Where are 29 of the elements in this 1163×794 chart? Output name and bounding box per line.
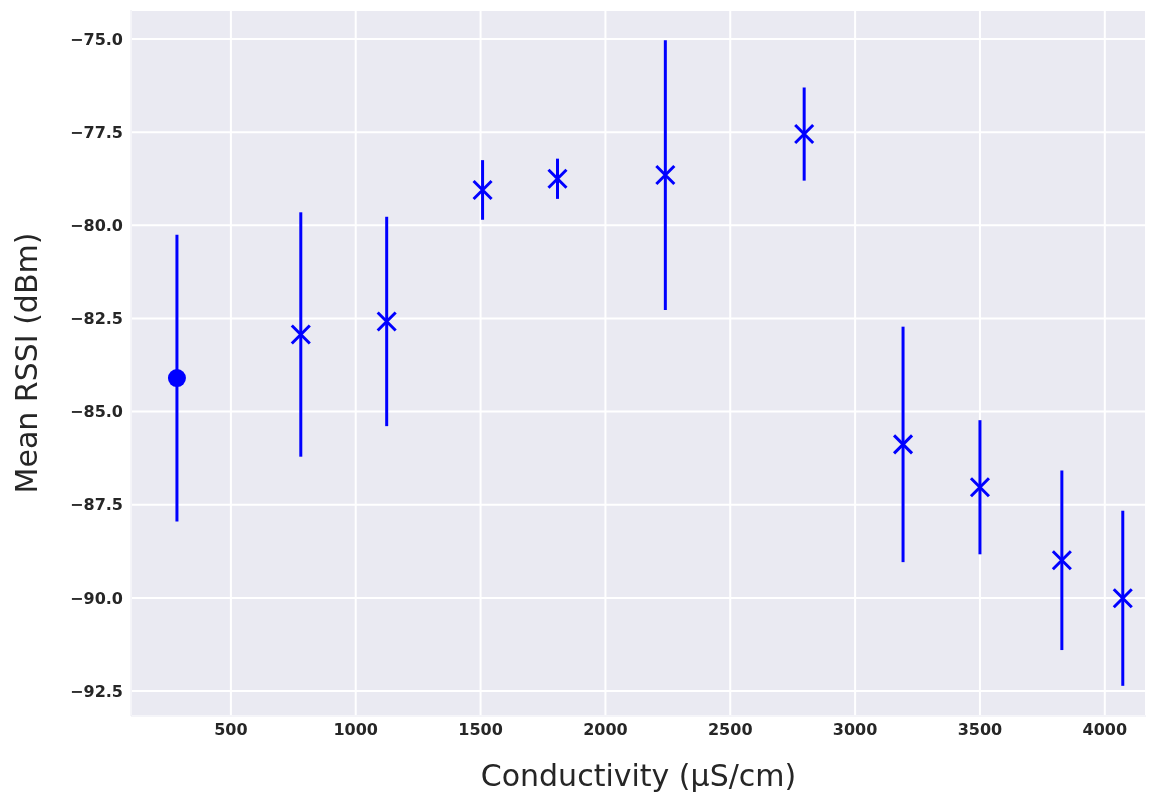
x-tick-label: 2500 bbox=[708, 720, 753, 740]
point bbox=[167, 369, 186, 388]
point bbox=[969, 476, 991, 498]
point bbox=[1112, 587, 1134, 609]
point bbox=[290, 324, 312, 345]
x-tick-label: 1000 bbox=[333, 720, 378, 740]
y-tick-label: −80.0 bbox=[70, 216, 123, 236]
point bbox=[892, 433, 914, 455]
point bbox=[546, 168, 568, 190]
y-tick-label: −85.0 bbox=[70, 402, 123, 422]
y-tick-label: −92.5 bbox=[70, 681, 123, 701]
x-tick-label: 4000 bbox=[1082, 720, 1128, 740]
y-tick-label: −77.5 bbox=[70, 122, 123, 142]
point bbox=[376, 310, 398, 332]
y-tick-label: −90.0 bbox=[70, 588, 123, 608]
point bbox=[793, 123, 815, 145]
x-tick-label: 3500 bbox=[957, 720, 1003, 740]
y-axis-title: Mean RSSI (dBm) bbox=[8, 232, 44, 494]
point bbox=[472, 179, 494, 201]
y-tick-label: −75.0 bbox=[70, 29, 123, 49]
point bbox=[1051, 549, 1073, 571]
x-tick-label: 3000 bbox=[832, 720, 878, 740]
x-tick-label: 1500 bbox=[458, 720, 503, 740]
x-tick-label: 500 bbox=[214, 720, 248, 740]
point bbox=[654, 164, 676, 186]
y-tick-label: −82.5 bbox=[70, 309, 123, 329]
y-tick-label: −87.5 bbox=[70, 495, 123, 515]
x-tick-label: 2000 bbox=[583, 720, 628, 740]
x-axis-title: Conductivity (µS/cm) bbox=[480, 758, 797, 793]
